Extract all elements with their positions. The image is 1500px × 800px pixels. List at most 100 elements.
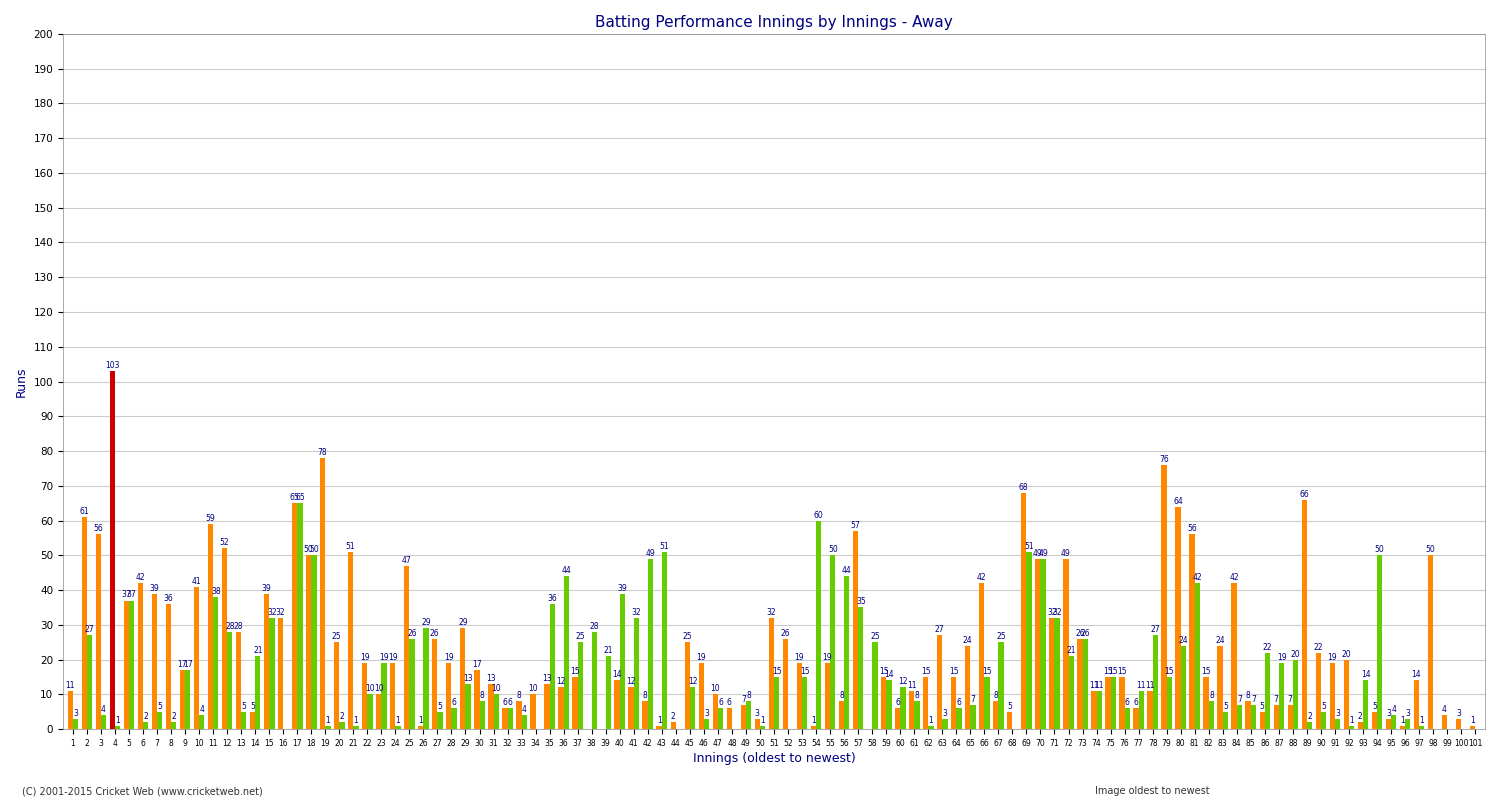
Text: 1: 1 xyxy=(760,715,765,725)
Text: Image oldest to newest: Image oldest to newest xyxy=(1095,786,1209,796)
Text: 13: 13 xyxy=(486,674,495,683)
Bar xyxy=(1119,677,1125,729)
Text: (C) 2001-2015 Cricket Web (www.cricketweb.net): (C) 2001-2015 Cricket Web (www.cricketwe… xyxy=(22,786,264,796)
Bar xyxy=(180,670,184,729)
Bar xyxy=(339,722,345,729)
Text: 7: 7 xyxy=(1288,694,1293,704)
Text: 26: 26 xyxy=(430,629,439,638)
Text: 11: 11 xyxy=(1137,681,1146,690)
Text: 37: 37 xyxy=(126,590,136,599)
Bar xyxy=(642,702,648,729)
Bar xyxy=(657,726,662,729)
Bar xyxy=(1218,646,1222,729)
Bar xyxy=(310,555,316,729)
Bar xyxy=(909,691,914,729)
Text: 4: 4 xyxy=(100,705,106,714)
Bar xyxy=(362,663,368,729)
Bar xyxy=(531,694,536,729)
Bar xyxy=(438,712,442,729)
Text: 10: 10 xyxy=(374,684,384,694)
Text: 20: 20 xyxy=(1290,650,1300,658)
Text: 1: 1 xyxy=(354,715,358,725)
Text: 11: 11 xyxy=(1089,681,1098,690)
Bar xyxy=(1358,722,1364,729)
Bar xyxy=(236,632,242,729)
Text: 13: 13 xyxy=(464,674,472,683)
Text: 44: 44 xyxy=(842,566,852,575)
Text: 26: 26 xyxy=(1080,629,1090,638)
Text: 4: 4 xyxy=(1392,705,1396,714)
Text: 51: 51 xyxy=(660,542,669,551)
Text: 57: 57 xyxy=(850,521,861,530)
Text: 1: 1 xyxy=(1350,715,1354,725)
Bar xyxy=(1456,718,1461,729)
Text: 2: 2 xyxy=(1306,712,1312,721)
Text: 59: 59 xyxy=(206,514,216,523)
Text: 6: 6 xyxy=(1125,698,1130,707)
Bar xyxy=(123,601,129,729)
Bar xyxy=(1264,653,1270,729)
Bar xyxy=(712,694,718,729)
Text: 4: 4 xyxy=(200,705,204,714)
Bar xyxy=(278,618,284,729)
Text: 39: 39 xyxy=(150,583,159,593)
Bar xyxy=(1287,705,1293,729)
Bar xyxy=(558,687,564,729)
Text: 10: 10 xyxy=(492,684,501,694)
Bar xyxy=(354,726,358,729)
Text: 42: 42 xyxy=(1230,573,1239,582)
Bar xyxy=(297,503,303,729)
Text: 19: 19 xyxy=(360,653,369,662)
Bar xyxy=(1167,677,1172,729)
Text: 11: 11 xyxy=(1095,681,1104,690)
Bar xyxy=(774,677,780,729)
Bar xyxy=(516,702,522,729)
Text: 41: 41 xyxy=(192,577,201,586)
Bar xyxy=(1026,552,1032,729)
Bar xyxy=(381,663,387,729)
Text: 15: 15 xyxy=(921,667,930,676)
Bar xyxy=(564,576,568,729)
Bar xyxy=(704,718,710,729)
Text: 51: 51 xyxy=(346,542,355,551)
Text: 5: 5 xyxy=(242,702,246,710)
Bar xyxy=(1335,718,1341,729)
Bar xyxy=(460,628,465,729)
Text: 27: 27 xyxy=(934,626,945,634)
Text: 2: 2 xyxy=(339,712,345,721)
Bar xyxy=(900,687,906,729)
Text: 14: 14 xyxy=(1412,670,1420,679)
Text: 8: 8 xyxy=(993,691,998,700)
Bar xyxy=(432,638,438,729)
Text: 5: 5 xyxy=(1322,702,1326,710)
Text: 1: 1 xyxy=(326,715,330,725)
Bar xyxy=(853,531,858,729)
Text: 17: 17 xyxy=(472,660,482,669)
Text: 38: 38 xyxy=(211,587,220,596)
Text: 28: 28 xyxy=(234,622,243,630)
Bar xyxy=(488,684,494,729)
Text: 49: 49 xyxy=(1034,549,1042,558)
Bar xyxy=(368,694,372,729)
Text: 8: 8 xyxy=(915,691,920,700)
Text: 14: 14 xyxy=(1360,670,1371,679)
Bar xyxy=(452,708,458,729)
Bar xyxy=(886,681,891,729)
Text: 2: 2 xyxy=(144,712,148,721)
Text: 61: 61 xyxy=(80,507,88,516)
Bar xyxy=(1293,659,1298,729)
Bar xyxy=(830,555,836,729)
Bar xyxy=(1322,712,1326,729)
Text: 3: 3 xyxy=(1406,709,1410,718)
Bar xyxy=(549,604,555,729)
Bar xyxy=(419,726,423,729)
Bar xyxy=(802,677,807,729)
Text: 3: 3 xyxy=(704,709,710,718)
Text: 15: 15 xyxy=(1202,667,1210,676)
Text: 5: 5 xyxy=(251,702,255,710)
Text: 24: 24 xyxy=(1179,636,1188,645)
Bar xyxy=(980,583,984,729)
Text: 22: 22 xyxy=(1314,642,1323,652)
Bar xyxy=(165,604,171,729)
Text: 8: 8 xyxy=(1209,691,1214,700)
